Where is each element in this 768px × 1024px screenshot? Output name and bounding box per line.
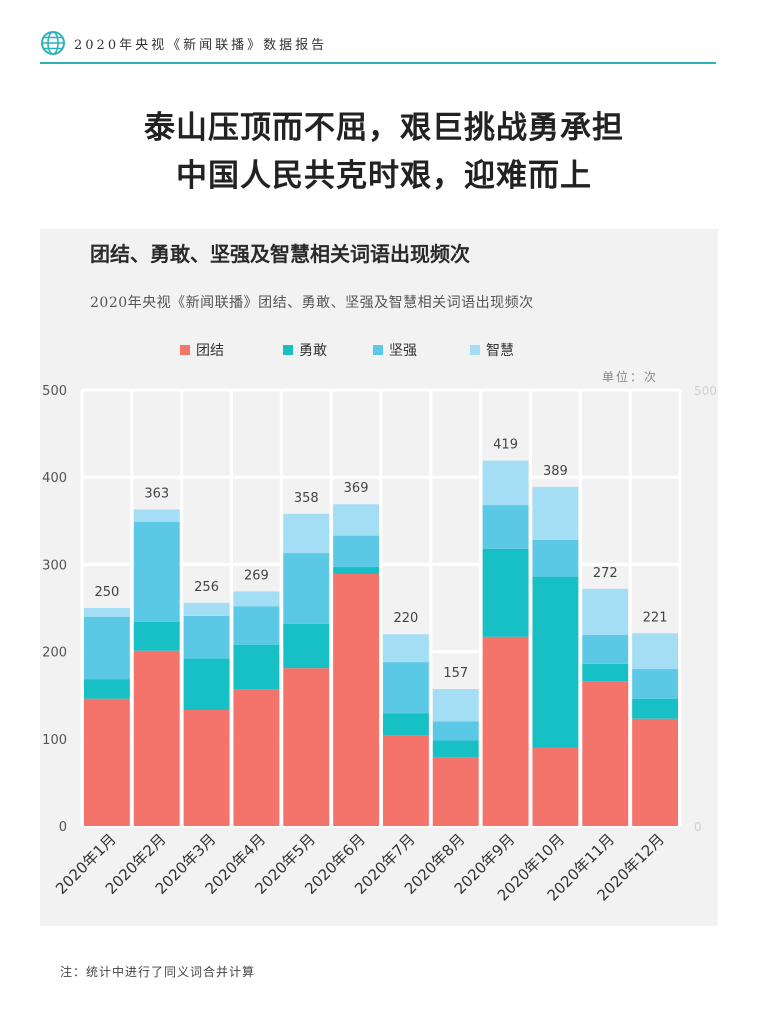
report-title: 2020年央视《新闻联播》数据报告	[74, 38, 328, 53]
chart-title: 团结、勇敢、坚强及智慧相关词语出现频次	[90, 242, 470, 266]
bar-segment-1	[283, 668, 330, 826]
bar-segment-3	[582, 635, 629, 664]
bar-segment-1	[333, 573, 379, 826]
total-data-label: 358	[294, 491, 319, 506]
y-tick-label: 0	[59, 820, 67, 835]
bar-segment-1	[532, 747, 579, 826]
bar-segment-4	[233, 591, 280, 607]
legend-label-unity: 团结	[196, 343, 224, 359]
headline-line-2: 中国人民共克时艰，迎难而上	[176, 158, 592, 194]
total-data-label: 250	[95, 585, 120, 600]
legend-label-wisdom: 智慧	[486, 343, 514, 359]
bar-segment-3	[233, 606, 280, 645]
bar-segment-2	[632, 698, 678, 719]
total-data-label: 221	[643, 610, 668, 625]
report-header: 2020年央视《新闻联播》数据报告	[40, 28, 716, 64]
bar-segment-4	[333, 504, 379, 536]
bar-segment-3	[183, 615, 230, 659]
footnote: 注：统计中进行了同义词合并计算	[60, 965, 256, 979]
total-data-label: 272	[593, 566, 618, 581]
bar-segment-1	[582, 681, 629, 826]
bar-segment-2	[383, 713, 429, 736]
bar-segment-2	[183, 658, 230, 711]
y-tick-label: 100	[42, 733, 67, 748]
bar-segment-2	[333, 567, 379, 574]
bar-segment-1	[632, 718, 678, 826]
bar-segment-3	[632, 669, 678, 699]
total-data-label: 369	[344, 481, 369, 496]
headline-line-1: 泰山压顶而不屈，艰巨挑战勇承担	[144, 110, 624, 146]
bar-segment-4	[84, 608, 130, 617]
total-data-label: 389	[543, 464, 568, 479]
legend-item-wisdom: 智慧	[470, 340, 514, 360]
bar-segment-3	[482, 505, 529, 549]
legend-swatch-courage	[283, 345, 293, 355]
total-data-label: 256	[194, 580, 219, 595]
y-tick-label: 200	[42, 646, 67, 661]
bar-segment-4	[482, 460, 529, 506]
unit-label: 单位：次	[602, 370, 659, 384]
bar-segment-2	[432, 740, 479, 758]
legend-swatch-wisdom	[470, 345, 480, 355]
bar-segment-1	[183, 710, 230, 826]
total-data-label: 220	[394, 611, 419, 626]
bar-segment-4	[532, 486, 579, 540]
y-tick-label: 500	[42, 384, 67, 399]
bar-segment-2	[532, 576, 579, 748]
bar-segment-1	[432, 757, 479, 826]
legend-swatch-unity	[180, 345, 190, 355]
total-data-label: 269	[244, 568, 269, 583]
bar-segment-3	[383, 662, 429, 714]
total-data-label: 157	[443, 666, 468, 681]
bar-segment-1	[233, 689, 280, 826]
bar-segment-4	[283, 513, 330, 554]
legend-label-strength: 坚强	[389, 343, 417, 359]
total-data-label: 419	[493, 438, 518, 453]
y-tick-label: 400	[42, 471, 67, 486]
bar-segment-3	[333, 535, 379, 568]
bar-segment-4	[582, 588, 629, 636]
total-data-label: 363	[144, 486, 169, 501]
bar-segment-2	[84, 679, 130, 699]
bar-segment-1	[482, 636, 529, 826]
bar-segment-1	[84, 698, 130, 826]
bar-segment-4	[183, 602, 230, 616]
legend-swatch-strength	[373, 345, 383, 355]
bar-segment-2	[482, 548, 529, 637]
bar-segment-3	[84, 616, 130, 680]
bar-segment-2	[133, 621, 180, 651]
bar-segment-2	[233, 644, 280, 690]
bar-segment-3	[283, 553, 330, 624]
legend-item-unity: 团结	[180, 340, 224, 360]
bar-segment-4	[632, 633, 678, 670]
bar-segment-3	[532, 539, 579, 577]
bar-segment-4	[383, 634, 429, 663]
legend-item-courage: 勇敢	[283, 340, 327, 360]
legend-item-strength: 坚强	[373, 340, 417, 360]
bar-segment-2	[582, 663, 629, 682]
bar-segment-1	[133, 650, 180, 826]
bar-segment-2	[283, 623, 330, 669]
secondary-y-tick-label: 0	[694, 820, 702, 834]
headline: 泰山压顶而不屈，艰巨挑战勇承担 中国人民共克时艰，迎难而上	[0, 104, 768, 200]
bar-segment-4	[133, 509, 180, 522]
bar-segment-1	[383, 735, 429, 826]
header-divider	[40, 62, 716, 64]
bar-segment-4	[432, 689, 479, 722]
globe-icon	[41, 31, 65, 55]
secondary-y-tick-label: 500	[694, 384, 717, 398]
chart-subtitle: 2020年央视《新闻联播》团结、勇敢、坚强及智慧相关词语出现频次	[90, 295, 534, 311]
bar-segment-3	[432, 721, 479, 741]
y-tick-label: 300	[42, 558, 67, 573]
bar-segment-3	[133, 521, 180, 622]
legend-label-courage: 勇敢	[299, 343, 327, 359]
